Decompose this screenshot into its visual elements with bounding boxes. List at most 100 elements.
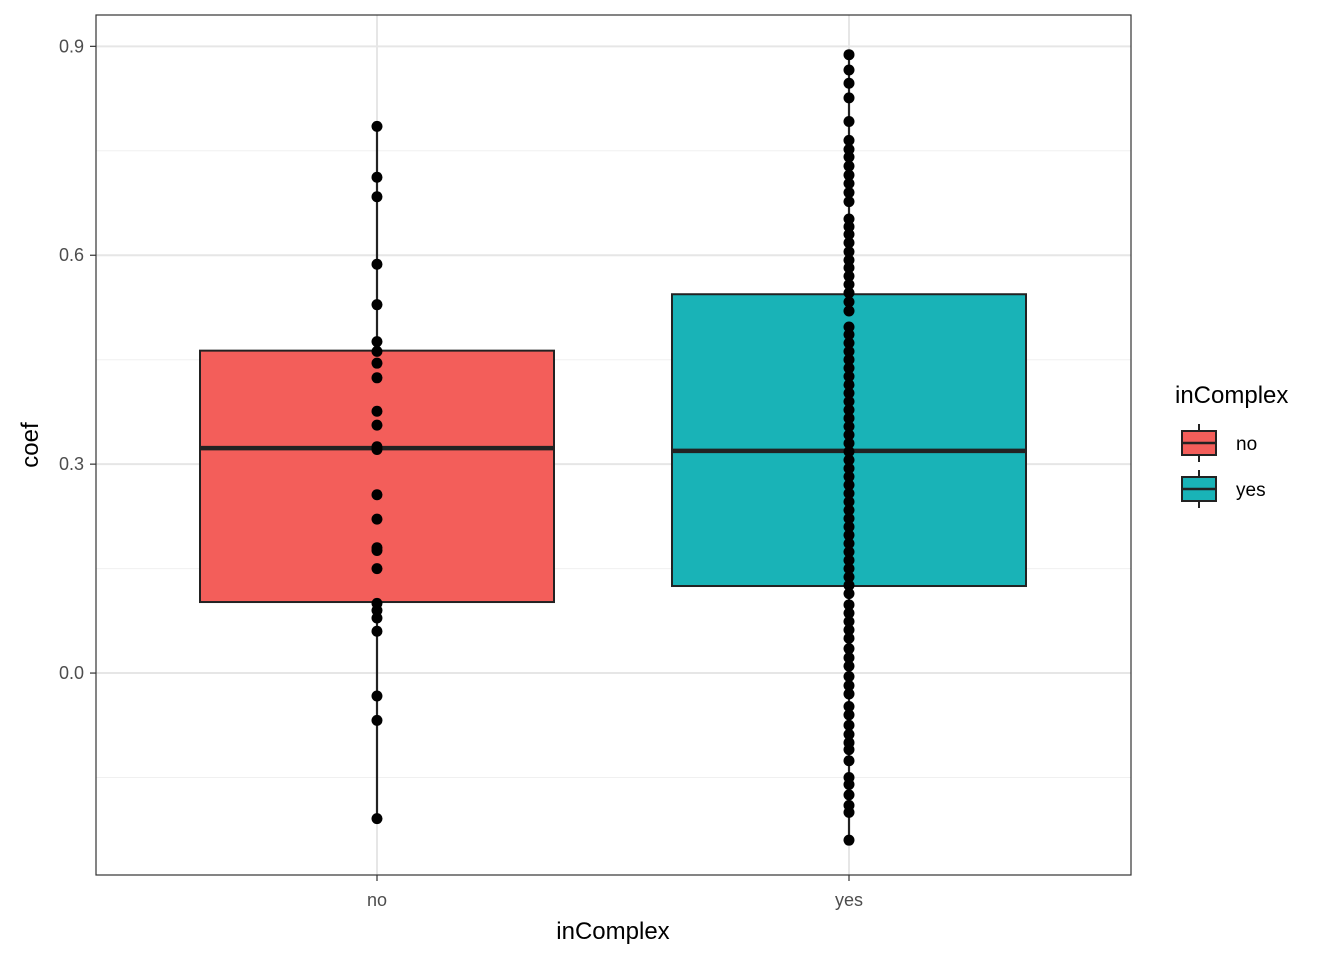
data-point — [843, 446, 855, 458]
data-point — [843, 834, 855, 846]
data-point — [843, 806, 855, 818]
data-point — [843, 554, 855, 566]
x-tick-label: no — [367, 890, 387, 910]
legend-entry-no: no — [1181, 424, 1257, 462]
data-point — [843, 719, 855, 731]
data-point — [843, 700, 855, 712]
data-point — [843, 512, 855, 524]
data-point — [843, 354, 855, 366]
data-point — [843, 370, 855, 382]
data-point — [371, 604, 383, 616]
data-point — [843, 345, 855, 357]
x-axis-title: inComplex — [556, 918, 669, 945]
data-point — [371, 299, 383, 311]
data-point — [843, 462, 855, 474]
data-point — [843, 778, 855, 790]
data-point — [843, 616, 855, 628]
data-point — [843, 237, 855, 249]
data-point — [843, 92, 855, 104]
legend: inComplex no yes — [1175, 382, 1288, 508]
data-point — [843, 563, 855, 575]
data-point — [843, 134, 855, 146]
data-point — [843, 680, 855, 692]
data-point — [843, 504, 855, 516]
box-no — [199, 349, 555, 604]
y-tick-label: 0.9 — [59, 36, 84, 56]
data-point — [371, 120, 383, 132]
data-point — [371, 372, 383, 384]
data-point — [843, 579, 855, 591]
legend-title: inComplex — [1175, 382, 1288, 409]
data-point — [371, 191, 383, 203]
data-point — [843, 160, 855, 172]
y-axis-title: coef — [17, 422, 44, 468]
data-point — [371, 444, 383, 456]
data-point — [843, 429, 855, 441]
data-point — [843, 487, 855, 499]
data-point — [843, 789, 855, 801]
data-point — [843, 538, 855, 550]
data-point — [843, 221, 855, 233]
data-point — [843, 496, 855, 508]
data-point — [371, 544, 383, 556]
data-point — [843, 296, 855, 308]
data-point — [843, 412, 855, 424]
data-point — [371, 690, 383, 702]
data-point — [843, 437, 855, 449]
data-point — [843, 471, 855, 483]
data-point — [371, 625, 383, 637]
data-point — [843, 305, 855, 317]
data-point — [843, 387, 855, 399]
legend-entry-yes: yes — [1181, 470, 1266, 508]
data-point — [371, 612, 383, 624]
data-point — [843, 337, 855, 349]
data-point — [843, 49, 855, 61]
box-group-yes — [671, 49, 1027, 846]
data-point — [843, 546, 855, 558]
data-point — [843, 169, 855, 181]
data-point — [843, 643, 855, 655]
tick-layer: 0.0 0.3 0.6 0.9 no yes — [59, 36, 863, 910]
data-point — [843, 262, 855, 274]
data-point — [843, 624, 855, 636]
data-point — [843, 329, 855, 341]
data-point — [843, 404, 855, 416]
box-layer — [199, 49, 1027, 846]
data-point — [843, 287, 855, 299]
data-point — [843, 254, 855, 266]
data-point — [371, 405, 383, 417]
data-point — [371, 419, 383, 431]
data-point — [843, 529, 855, 541]
data-point — [843, 671, 855, 683]
data-point — [843, 599, 855, 611]
data-point — [843, 660, 855, 672]
data-point — [843, 755, 855, 767]
data-point — [843, 588, 855, 600]
data-point — [371, 336, 383, 348]
data-point — [843, 143, 855, 155]
data-point — [371, 489, 383, 501]
legend-label: no — [1236, 434, 1257, 455]
data-point — [843, 213, 855, 225]
legend-label: yes — [1236, 480, 1266, 501]
data-point — [843, 607, 855, 619]
y-tick-label: 0.0 — [59, 663, 84, 683]
data-point — [371, 813, 383, 825]
data-point — [843, 632, 855, 644]
data-point — [371, 714, 383, 726]
data-point — [843, 178, 855, 190]
data-point — [843, 228, 855, 240]
data-point — [371, 171, 383, 183]
data-point — [843, 421, 855, 433]
data-point — [843, 64, 855, 76]
data-point — [371, 345, 383, 357]
data-point — [843, 652, 855, 664]
data-point — [843, 454, 855, 466]
data-point — [843, 362, 855, 374]
data-point — [843, 187, 855, 199]
data-point — [843, 278, 855, 290]
x-tick-label: yes — [835, 890, 863, 910]
data-point — [843, 77, 855, 89]
data-point — [843, 744, 855, 756]
data-point — [371, 258, 383, 270]
